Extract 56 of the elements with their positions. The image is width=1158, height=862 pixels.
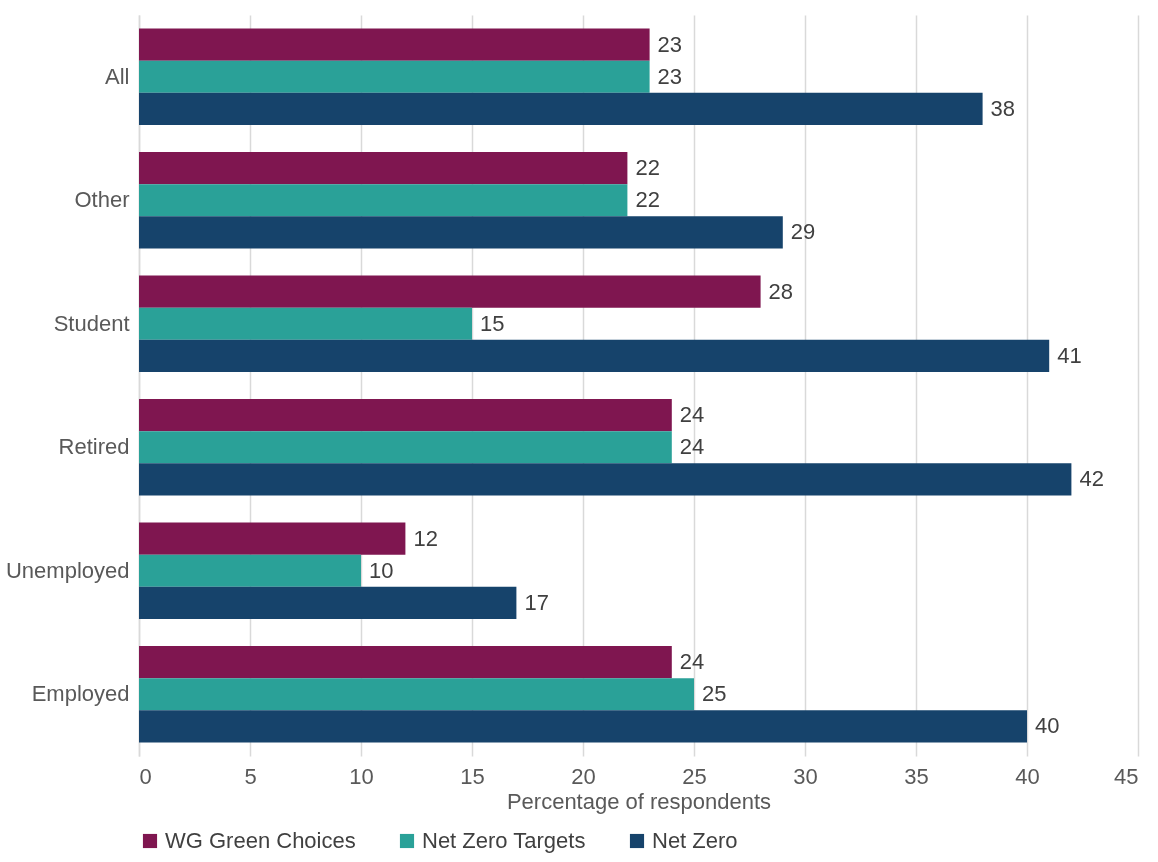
data-label: 22 [635, 187, 660, 213]
y-tick-label: Retired [58, 434, 130, 460]
bar [139, 92, 983, 125]
data-label: 41 [1057, 342, 1082, 368]
data-label: 22 [635, 155, 660, 181]
bar [139, 431, 672, 464]
bar [139, 463, 1072, 496]
data-label: 42 [1079, 466, 1104, 492]
bar [139, 216, 783, 249]
x-axis-title: Percentage of respondents [506, 788, 772, 814]
x-tick-label: 15 [460, 763, 485, 789]
bar [139, 184, 628, 217]
x-tick-label: 5 [244, 763, 257, 789]
bar [139, 522, 406, 555]
bar [139, 586, 517, 619]
legend-label: Net Zero [652, 828, 738, 853]
data-label: 17 [524, 589, 549, 615]
data-label: 23 [657, 31, 683, 57]
bar [139, 554, 361, 587]
data-label: 15 [480, 310, 505, 336]
y-tick-label: Unemployed [5, 557, 130, 583]
data-label: 40 [1035, 713, 1060, 739]
bar [139, 275, 761, 308]
bar [139, 60, 650, 93]
data-label: 23 [657, 63, 683, 89]
bar [139, 307, 472, 340]
bar [139, 28, 650, 61]
data-label: 29 [790, 219, 816, 245]
bar [139, 678, 694, 711]
y-tick-label: Employed [31, 681, 130, 707]
x-tick-label: 45 [1114, 763, 1139, 789]
x-tick-label: 25 [682, 763, 707, 789]
legend-label: Net Zero Targets [422, 828, 586, 853]
x-tick-label: 35 [904, 763, 929, 789]
y-tick-label: All [105, 63, 130, 89]
bar [139, 710, 1027, 743]
bar [139, 152, 628, 185]
x-tick-label: 10 [349, 763, 374, 789]
data-label: 24 [679, 402, 705, 428]
data-label: 28 [768, 278, 794, 304]
bar [139, 339, 1050, 372]
bar [139, 646, 672, 679]
bar [139, 399, 672, 432]
x-tick-label: 0 [139, 763, 152, 789]
x-tick-label: 30 [793, 763, 818, 789]
x-tick-label: 40 [1015, 763, 1040, 789]
data-label: 38 [990, 95, 1016, 121]
y-tick-label: Other [74, 187, 130, 213]
y-tick-label: Student [53, 310, 130, 336]
data-label: 10 [369, 557, 394, 583]
data-label: 24 [679, 434, 705, 460]
data-label: 25 [702, 681, 727, 707]
x-tick-label: 20 [571, 763, 596, 789]
data-label: 24 [679, 649, 705, 675]
data-label: 12 [413, 525, 438, 551]
legend-label: WG Green Choices [165, 828, 356, 853]
